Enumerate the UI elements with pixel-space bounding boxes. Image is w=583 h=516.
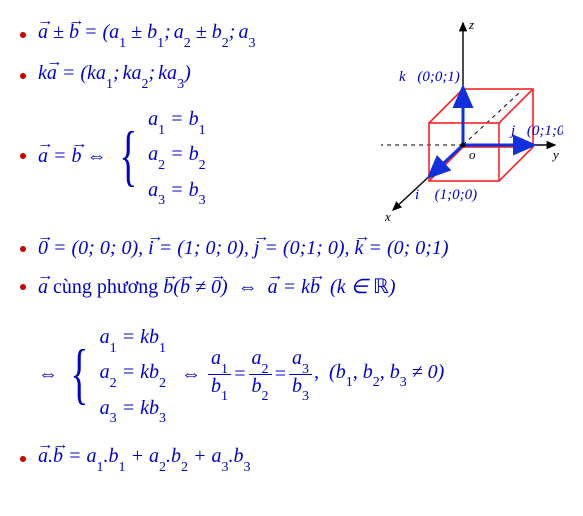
o-label: o [469,147,476,162]
formula-parallel-expand: ⇔ { a1 = kb1 a2 = kb2 a3 = kb3 ⇔ a1b1 = … [38,321,563,427]
math-expr: a ± b = (a1 ± b1;a2 ± b2;a3 [38,21,255,48]
formula-basis: 0 = (0; 0; 0), i = (1; 0; 0), j = (0;1; … [20,237,563,260]
origin-point [461,143,466,148]
formula-scalar: ka = (ka1;ka2;ka3) [20,62,333,89]
bullet-dot [20,153,26,159]
math-expr: a = b ⇔ { a1 = b1 a2 = b2 a3 = b3 [38,103,206,209]
i-vec-label: i⃗ (1;0;0) [415,187,477,203]
x-label: x [384,209,391,224]
math-expr: a cùng phương b(b ≠ 0) ⇔ a = kb (k ∈ ℝ) [38,274,396,299]
z-label: z [468,17,474,32]
math-expr: ka = (ka1;ka2;ka3) [38,62,191,89]
formula-add-sub: a ± b = (a1 ± b1;a2 ± b2;a3 [20,21,333,48]
i-vector [431,145,463,175]
math-expr: 0 = (0; 0; 0), i = (1; 0; 0), j = (0;1; … [38,237,449,260]
bullet-dot [20,73,26,79]
bullet-dot [20,246,26,252]
bullet-dot [20,32,26,38]
math-expr: a.b = a1.b1 + a2.b2 + a3.b3 [38,445,251,472]
k-vec-label: k⃗(0;0;1) [399,69,460,85]
j-vec-label: j⃗(0;1;0) [509,123,563,139]
math-expr: ⇔ { a1 = kb1 a2 = kb2 a3 = kb3 ⇔ a1b1 = … [38,321,444,427]
bullet-dot [20,284,26,290]
formula-parallel: a cùng phương b(b ≠ 0) ⇔ a = kb (k ∈ ℝ) [20,274,563,299]
bullet-dot [20,456,26,462]
coord-diagram: z y x o k⃗(0;0;1) j⃗(0;1;0) i⃗ (1;0;0) [333,15,563,231]
formula-equal: a = b ⇔ { a1 = b1 a2 = b2 a3 = b3 [20,103,333,209]
y-label: y [551,147,559,162]
formula-dot: a.b = a1.b1 + a2.b2 + a3.b3 [20,445,563,472]
